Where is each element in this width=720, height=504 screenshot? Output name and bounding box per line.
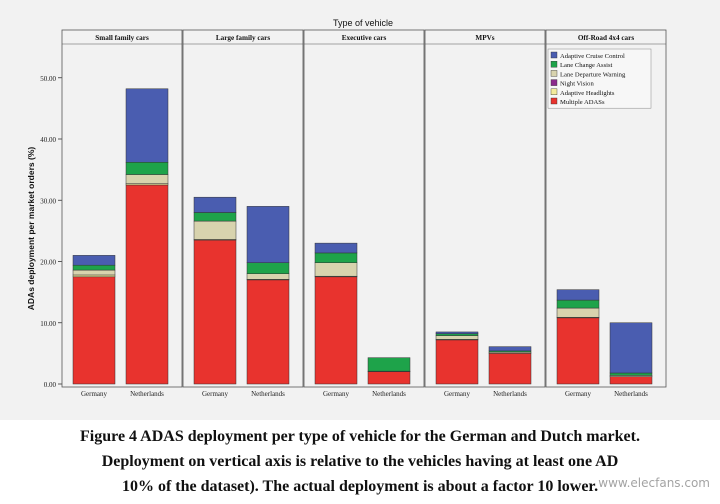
bar-segment — [125, 174, 169, 184]
bar-segment — [314, 242, 358, 254]
x-tick-label: Netherlands — [130, 390, 164, 398]
x-tick-label: Germany — [81, 390, 108, 398]
bar-segment — [125, 88, 169, 163]
bar-segment — [609, 372, 653, 376]
bar-segment — [488, 346, 532, 352]
chart-figure: Type of vehicle ADAs deployment per marke… — [0, 0, 720, 420]
x-tick-label: Germany — [444, 390, 471, 398]
watermark: www.elecfans.com — [598, 476, 710, 490]
bar-segment — [435, 335, 479, 340]
bar-segment — [314, 276, 358, 385]
y-tick-label: 20.00 — [40, 259, 56, 267]
x-tick-label: Netherlands — [251, 390, 285, 398]
bar-segment — [72, 269, 116, 276]
bar-segment — [367, 357, 411, 372]
legend-swatch — [550, 70, 558, 77]
bar-segment — [125, 184, 169, 385]
x-tick-label: Germany — [565, 390, 592, 398]
bar-segment — [246, 262, 290, 275]
bar-segment — [246, 273, 290, 280]
y-tick-label: 10.00 — [40, 320, 56, 328]
chart-title: Type of vehicle — [333, 18, 393, 28]
bar-segment — [556, 289, 600, 301]
legend-label: Night Vision — [560, 81, 594, 88]
bar-segment — [488, 353, 532, 385]
panel-title: Off-Road 4x4 cars — [578, 34, 634, 42]
legend-swatch — [550, 79, 558, 86]
bar-segment — [193, 196, 237, 213]
legend-swatch — [550, 97, 558, 105]
bar-segment — [193, 212, 237, 222]
caption-line-2: Deployment on vertical axis is relative … — [101, 453, 619, 470]
x-tick-label: Germany — [323, 390, 350, 398]
bar-segment — [435, 339, 479, 385]
caption-line-3: 10% of the dataset). The actual deployme… — [121, 478, 599, 495]
caption-line-1: Figure 4 ADAS deployment per type of veh… — [80, 428, 640, 445]
legend-box — [547, 48, 652, 109]
legend-swatch — [550, 51, 558, 59]
legend-label: Adaptive Headlights — [560, 90, 615, 97]
bar-segment — [609, 322, 653, 374]
bar-segment — [72, 255, 116, 266]
bar-segment — [72, 264, 116, 271]
y-tick-label: 0.00 — [44, 381, 57, 389]
bar-segment — [246, 206, 290, 263]
legend-label: Multiple ADASs — [560, 99, 605, 106]
bar-segment — [125, 162, 169, 175]
chart-svg: Type of vehicle ADAs deployment per marke… — [26, 18, 667, 398]
panel-title: Large family cars — [216, 34, 270, 42]
bar-segment — [193, 239, 237, 385]
bar-segment — [435, 331, 479, 335]
x-tick-label: Germany — [202, 390, 229, 398]
x-tick-label: Netherlands — [614, 390, 648, 398]
bar-segment — [72, 276, 116, 385]
bar-segment — [556, 299, 600, 309]
bar-segment — [314, 262, 358, 277]
panel-title: MPVs — [475, 34, 494, 42]
bar-segment — [556, 317, 600, 385]
legend-swatch — [550, 61, 558, 68]
legend-label: Adaptive Cruise Control — [560, 53, 625, 60]
panel-frame — [424, 29, 546, 388]
bar-segment — [556, 307, 600, 318]
bar-segment — [314, 252, 358, 263]
y-axis-label: ADAs deployment per market orders (%) — [26, 147, 36, 311]
figure-caption: Figure 4 ADAS deployment per type of veh… — [0, 424, 720, 499]
bar-segment — [367, 371, 411, 385]
bar-segment — [193, 220, 237, 240]
legend-swatch — [550, 88, 558, 96]
bar-segment — [609, 376, 653, 385]
legend-label: Lane Departure Warning — [560, 71, 626, 78]
panel-title: Executive cars — [342, 34, 387, 42]
panel-title: Small family cars — [95, 34, 149, 42]
x-tick-label: Netherlands — [372, 390, 406, 398]
y-tick-label: 50.00 — [40, 75, 56, 83]
y-tick-label: 30.00 — [40, 197, 56, 205]
legend-label: Lane Change Assist — [560, 62, 613, 69]
bar-segment — [435, 333, 479, 336]
bar-segment — [72, 274, 116, 278]
bar-segment — [246, 279, 290, 385]
y-tick-label: 40.00 — [40, 136, 56, 144]
x-tick-label: Netherlands — [493, 390, 527, 398]
